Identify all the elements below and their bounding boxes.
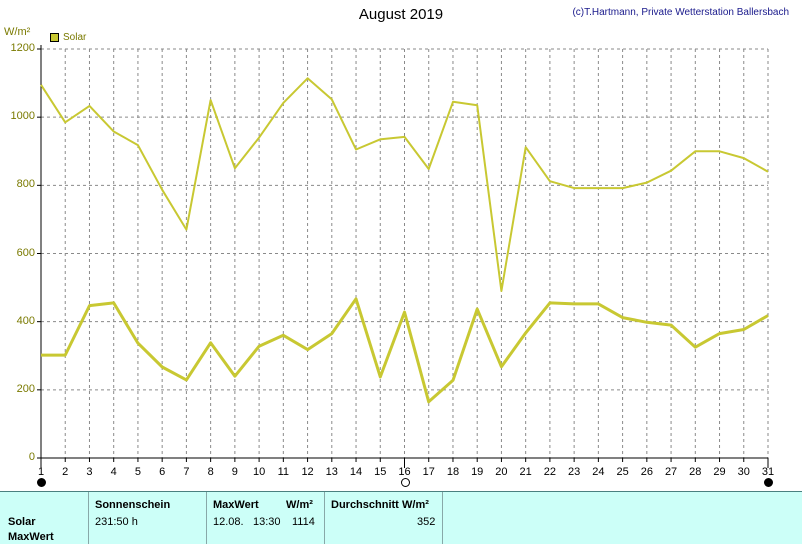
maxwert-column: MaxWert W/m² 12.08. 13:30 1114 [206, 492, 325, 544]
maxwert-value: 1114 [292, 516, 315, 528]
statistics-table: Solar MaxWert Sonnenschein 231:50 h MaxW… [0, 491, 802, 544]
solar-chart [37, 45, 769, 468]
x-tick-label: 3 [86, 466, 93, 478]
series-line-average [41, 297, 769, 404]
x-tick-label: 7 [183, 466, 190, 478]
x-tick-label: 17 [422, 466, 435, 478]
chart-title: August 2019 [358, 6, 444, 23]
x-tick-label: 29 [713, 466, 726, 478]
y-tick-label: 400 [16, 314, 35, 327]
series-line-max [40, 77, 769, 292]
maxwert-header: MaxWert [213, 499, 259, 511]
durchschnitt-column: Durchschnitt W/m² 352 [324, 492, 443, 544]
x-tick-label: 13 [325, 466, 338, 478]
row-label-maxwert: MaxWert [8, 531, 54, 543]
x-tick-label: 9 [231, 466, 238, 478]
x-tick-label: 15 [374, 466, 387, 478]
legend: Solar [50, 32, 86, 43]
legend-label: Solar [63, 32, 87, 43]
x-tick-label: 21 [519, 466, 532, 478]
x-tick-label: 22 [543, 466, 557, 478]
x-tick-label: 1 [37, 466, 45, 478]
sonnenschein-column: Sonnenschein 231:50 h [88, 492, 207, 544]
x-tick-label: 31 [761, 466, 775, 478]
maxwert-unit: W/m² [286, 499, 313, 511]
y-axis-unit: W/m² [4, 26, 31, 38]
x-tick-label: 25 [616, 466, 629, 478]
maxwert-time: 13:30 [253, 516, 281, 528]
x-tick-label: 26 [640, 466, 653, 478]
sonnenschein-header: Sonnenschein [95, 499, 171, 511]
y-tick-label: 0 [28, 451, 35, 463]
sonnenschein-value: 231:50 h [95, 516, 138, 528]
x-tick-label: 2 [62, 466, 69, 478]
x-tick-label: 5 [134, 466, 141, 478]
durchschnitt-value: 352 [417, 516, 436, 528]
y-tick-label: 200 [16, 382, 35, 395]
row-label-solar: Solar [8, 516, 36, 528]
maxwert-date: 12.08. [213, 516, 244, 528]
x-tick-label: 24 [592, 466, 605, 478]
x-tick-label: 14 [349, 466, 363, 478]
x-tick-label: 19 [471, 466, 484, 478]
copyright-note: (c)T.Hartmann, Private Wetterstation Bal… [572, 7, 789, 18]
x-tick-label: 11 [277, 466, 290, 478]
x-tick-label: 18 [446, 466, 460, 478]
y-tick-label: 1200 [10, 42, 35, 54]
x-tick-label: 10 [252, 466, 266, 478]
x-tick-label: 6 [159, 466, 166, 478]
new-moon-icon [764, 478, 773, 487]
x-tick-label: 16 [398, 466, 411, 478]
x-tick-label: 28 [689, 466, 702, 478]
durchschnitt-unit: W/m² [402, 499, 429, 511]
y-tick-label: 800 [16, 178, 35, 191]
new-moon-icon [37, 478, 46, 487]
x-tick-label: 30 [737, 466, 750, 478]
x-tick-label: 27 [664, 466, 678, 478]
x-tick-label: 20 [495, 466, 508, 478]
x-tick-label: 4 [110, 466, 117, 478]
x-tick-label: 23 [568, 466, 581, 478]
legend-swatch [50, 33, 59, 42]
y-tick-label: 1000 [10, 110, 35, 123]
durchschnitt-header: Durchschnitt [331, 499, 399, 511]
full-moon-icon [400, 478, 410, 487]
x-tick-label: 8 [207, 466, 214, 478]
x-tick-label: 12 [301, 466, 314, 478]
table-divider [442, 492, 443, 544]
y-tick-label: 600 [16, 246, 35, 259]
